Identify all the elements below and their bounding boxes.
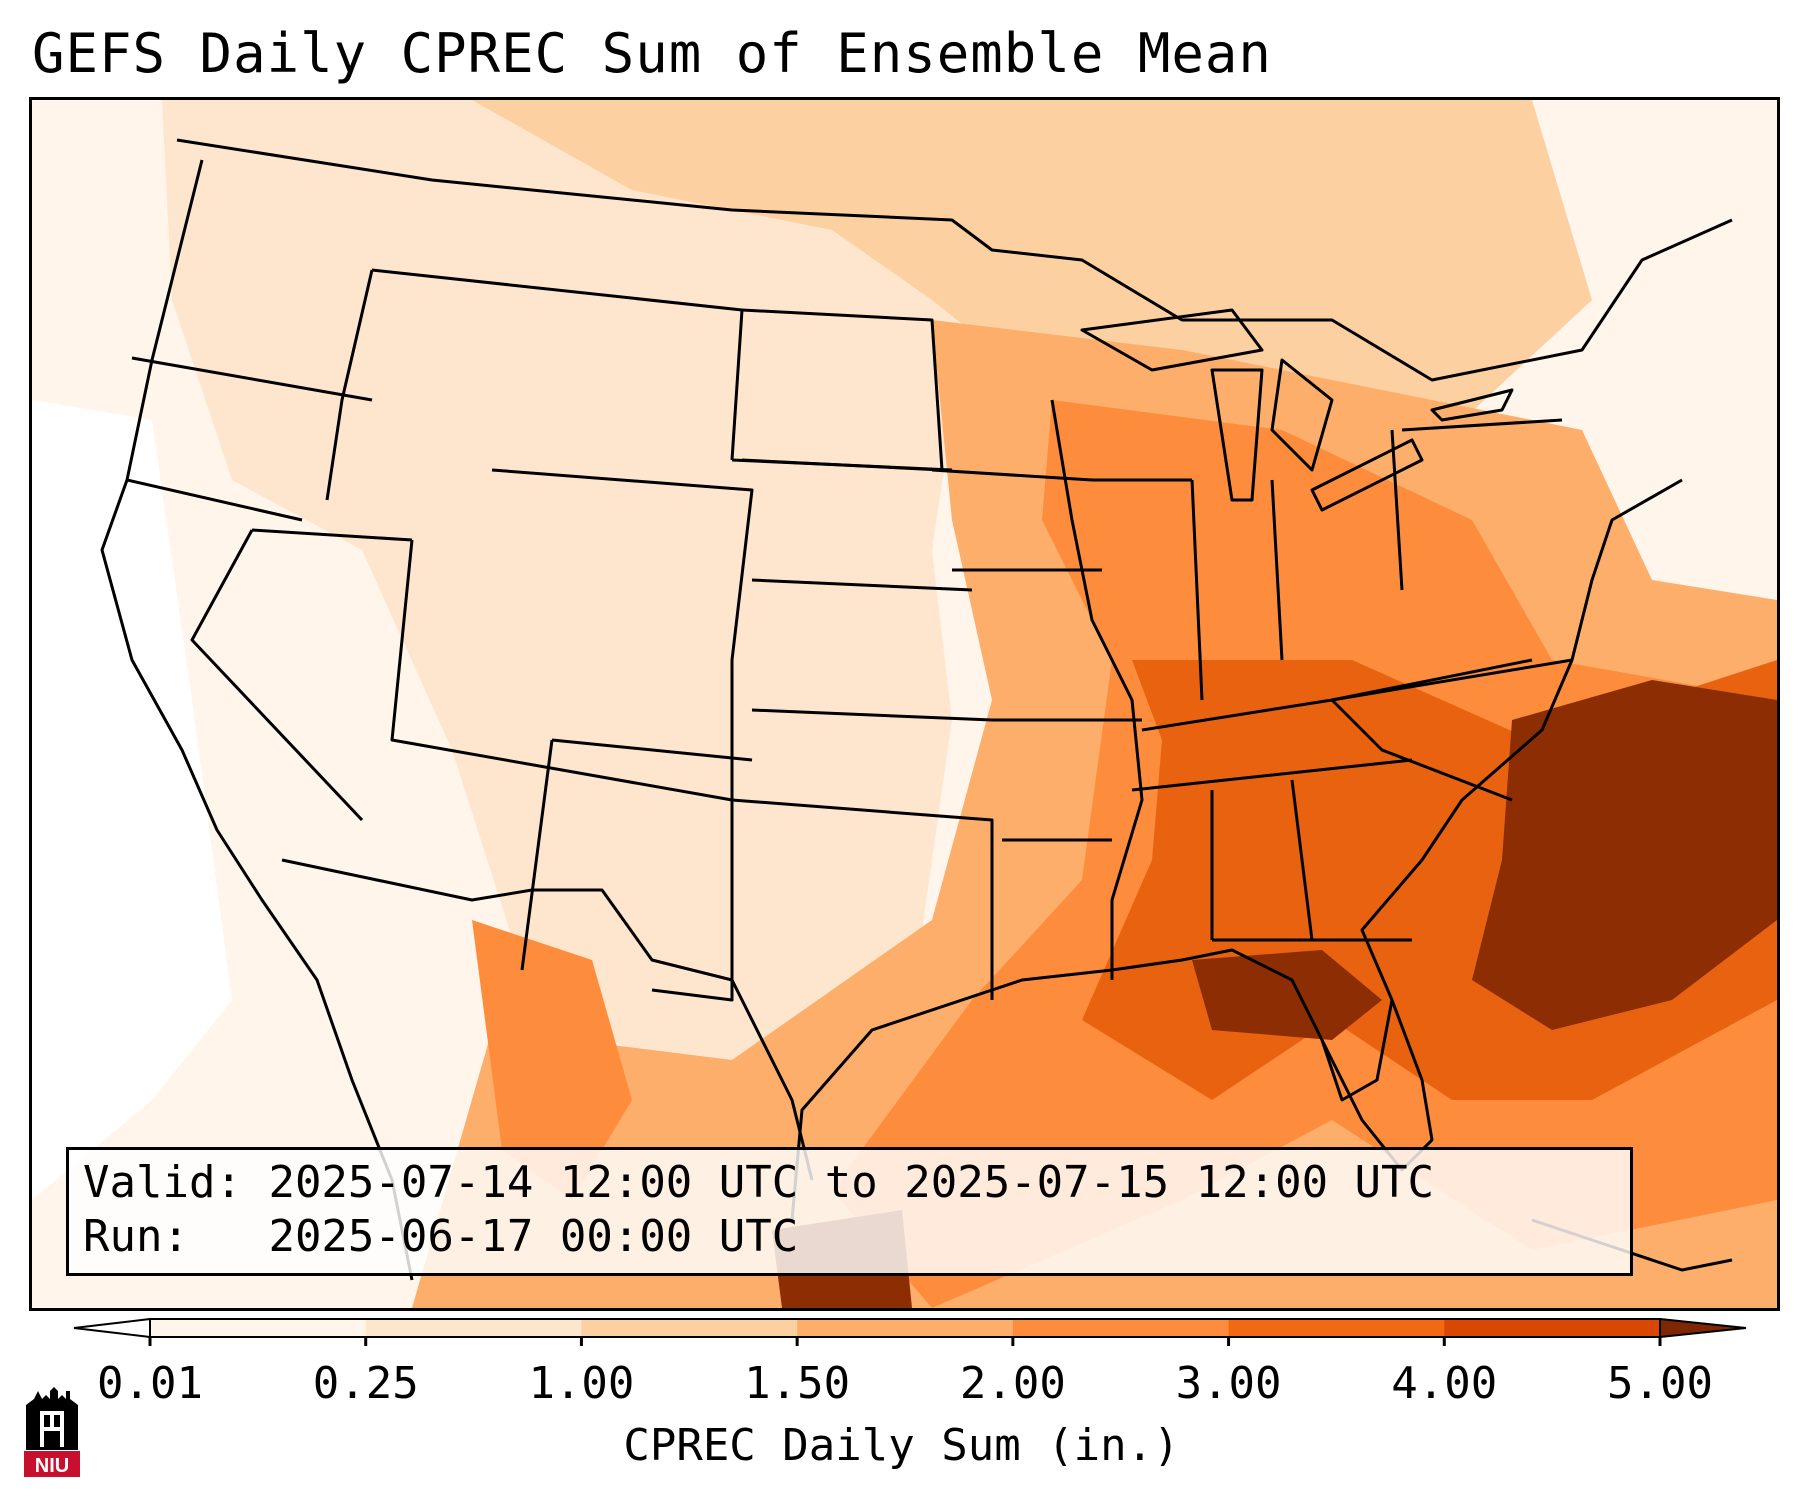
border-ut-co [390,539,734,802]
border-ne-ks [751,578,973,592]
border-carolinas [1330,698,1513,802]
precip-area-max-gulf [1192,950,1382,1040]
colorbar-segment [1012,1319,1230,1337]
precipitation-map [29,97,1780,1311]
colorbar-label: CPREC Daily Sum (in.) [623,1420,1180,1471]
border-pa-ny [1401,418,1563,432]
border-az-nm [520,739,554,971]
niu-logo: NIU [24,1387,80,1477]
border-co-nm [551,738,753,762]
precip-area-mexico [472,920,632,1200]
colorbar-segment [150,1319,367,1337]
run-info-box: Valid: 2025-07-14 12:00 UTC to 2025-07-1… [66,1147,1633,1276]
colorbar-under-extension [73,1317,151,1339]
lake-michigan [1210,368,1264,502]
border-id-mt [325,269,374,501]
colorbar-segment [1444,1319,1661,1337]
map-title: GEFS Daily CPREC Sum of Ensemble Mean [32,22,1272,85]
colorbar-segment [1228,1319,1445,1337]
border-tx-nm [651,760,734,1002]
run-value: 2025-06-17 00:00 UTC [268,1211,799,1262]
border-ks-ok [751,708,993,722]
colorbar-tick-label: 0.01 [97,1358,203,1409]
border-ok-tx [731,798,994,1000]
border-nd-sd [731,458,953,472]
colorbar-tick-label: 1.00 [528,1358,635,1409]
colorbar-segment [797,1319,1014,1337]
lake-superior [1080,308,1264,372]
colorbar [73,1317,1747,1346]
colorbar-over-extension [1659,1317,1747,1339]
us-canada-border [176,138,1733,382]
valid-label: Valid: [83,1157,242,1208]
border-or-ca [126,478,303,522]
colorbar-tick-label: 1.50 [744,1358,851,1409]
niu-logo-text: NIU [35,1455,69,1477]
colorbar-tick-label: 4.00 [1391,1358,1498,1409]
precip-area-canada [472,100,1592,430]
precip-area-west [162,100,962,1100]
colorbar-tick-label: 2.00 [959,1358,1066,1409]
gulf-coastline [790,478,1683,1221]
colorbar-segment [581,1319,798,1337]
border-wy-co [491,468,754,661]
lake-erie [1310,438,1424,512]
border-ca-nv [251,528,413,542]
lake-huron [1270,358,1334,472]
border-va-nc [1331,658,1573,702]
colorbar-tick-label: 5.00 [1607,1358,1713,1409]
border-il-in [1190,479,1204,701]
precip-area-pacific [32,400,232,1200]
precip-area-max-atlantic [1472,680,1777,1030]
border-nv-ut [190,529,364,822]
colorbar-tick-label: 0.25 [312,1358,419,1409]
border-al-ga [1290,779,1314,941]
border-tn-ms-al-ga [1131,758,1413,792]
colorbar-tick-label: 3.00 [1175,1358,1282,1409]
run-label: Run: [83,1211,189,1262]
valid-value: 2025-07-14 12:00 UTC to 2025-07-15 12:00… [268,1157,1435,1208]
colorbar-segment [365,1319,582,1337]
border-oh-pa [1390,429,1404,591]
border-wa-or [131,356,373,402]
border-mississippi-river [1050,399,1144,980]
precip-shading [32,100,1777,1308]
border-in-oh [1270,479,1284,661]
us-mexico-border [281,858,814,1181]
lake-ontario [1430,388,1514,422]
